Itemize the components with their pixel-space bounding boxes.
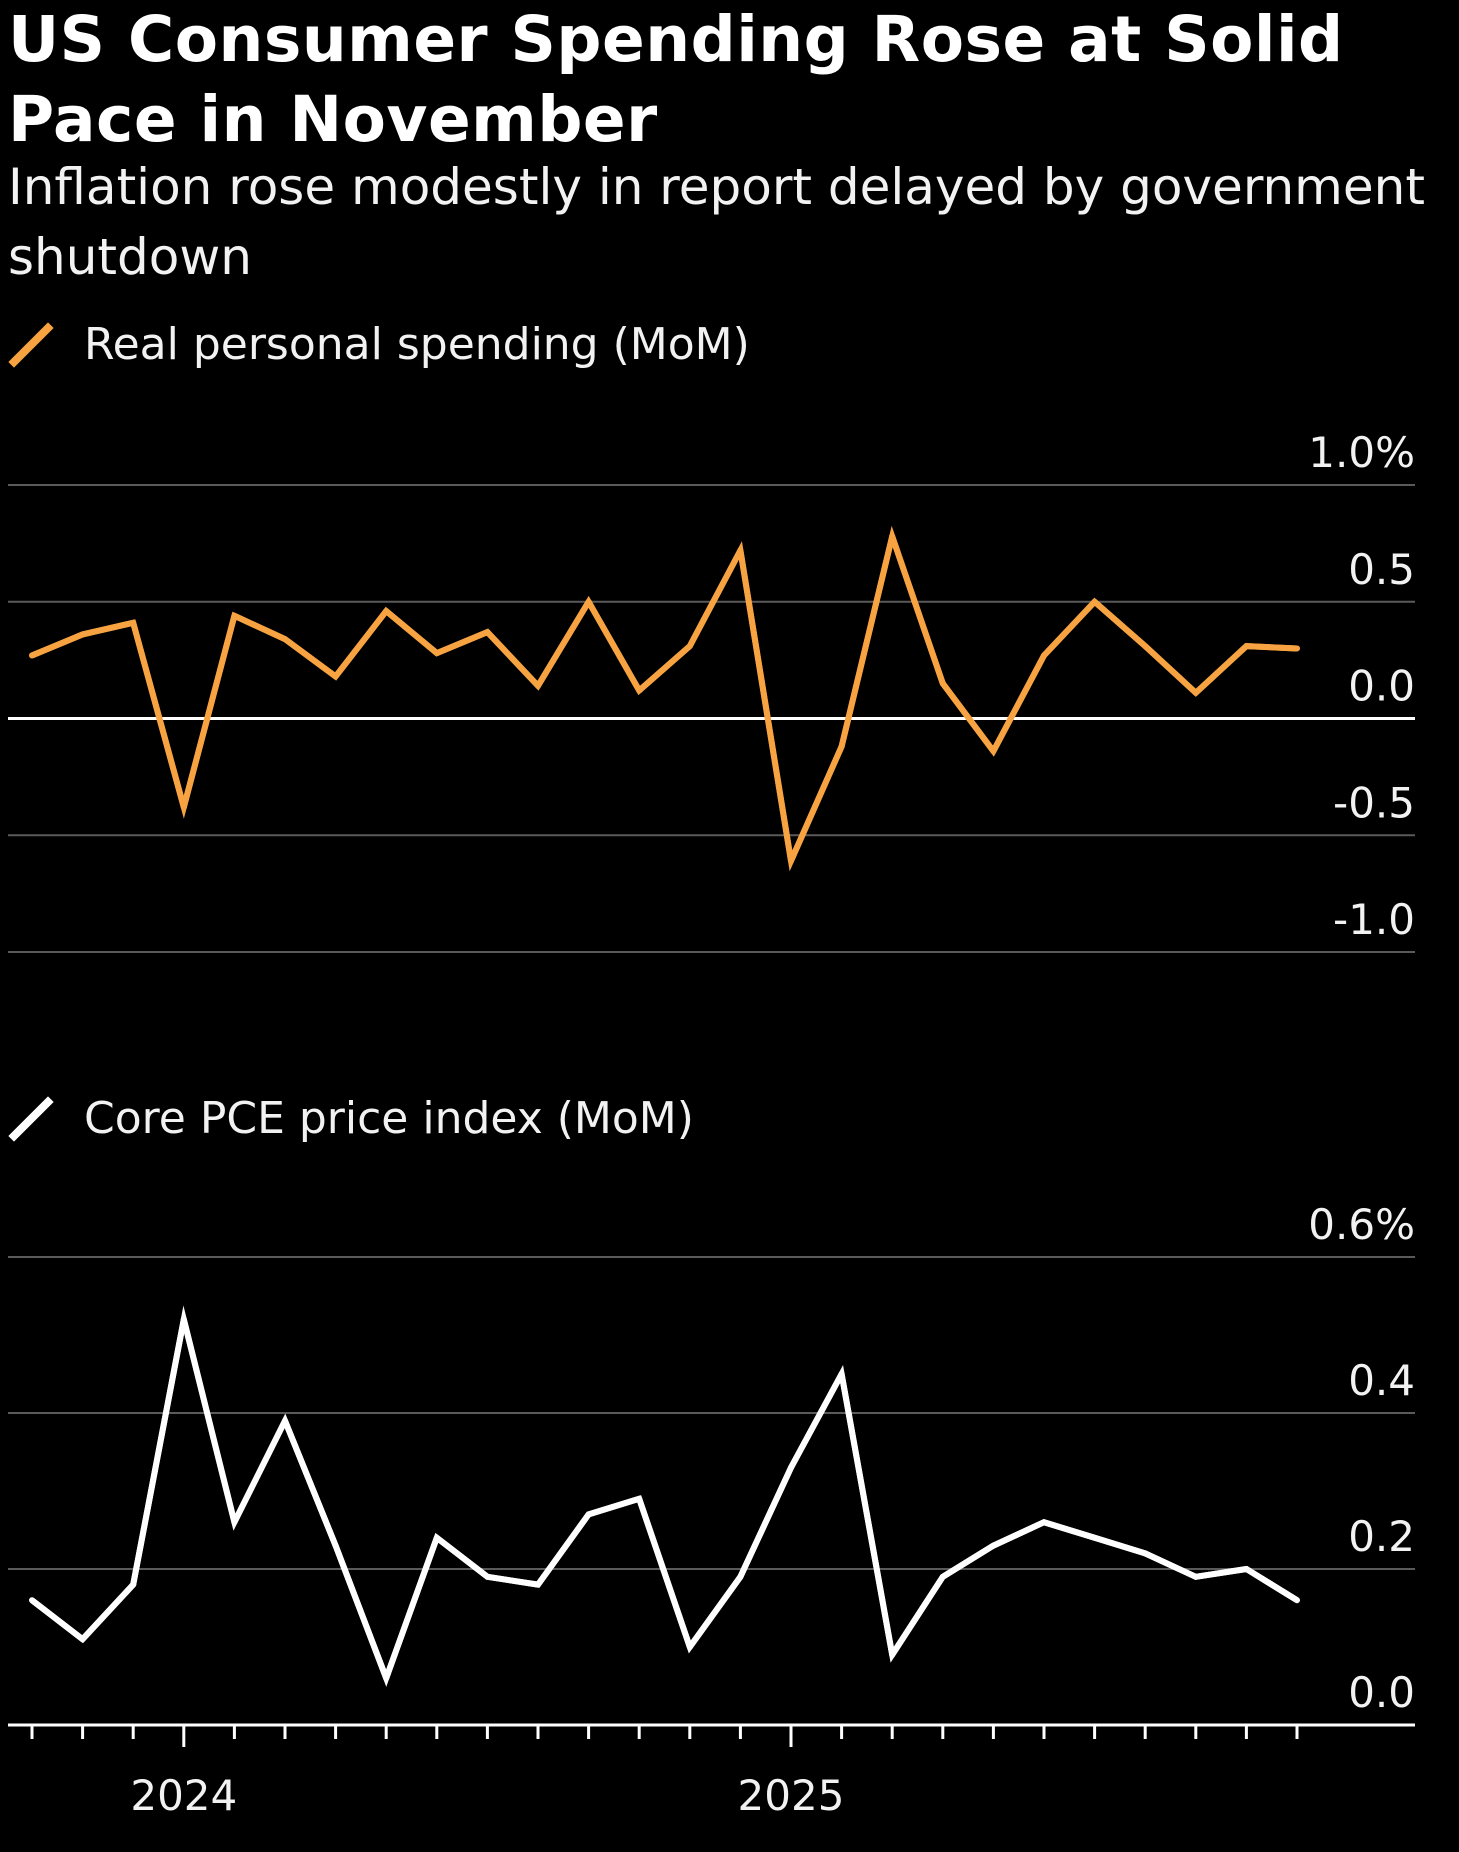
panel-real-spending: 1.0% 0.5 0.0 -0.5 -1.0 <box>8 428 1415 953</box>
legend-top: Real personal spending (MoM) <box>8 319 750 370</box>
chart-subtitle: Inflation rose modestly in report delaye… <box>8 158 1425 286</box>
y-tick-labels-bottom: 0.6% 0.4 0.2 0.0 <box>1308 1200 1415 1717</box>
y-tick-label: 0.2 <box>1348 1512 1415 1561</box>
y-tick-label: 0.6% <box>1308 1200 1415 1249</box>
y-tick-label: -0.5 <box>1333 778 1415 827</box>
panel-core-pce: 0.6% 0.4 0.2 0.0 2024 2025 <box>8 1200 1415 1820</box>
series-line <box>30 1305 1299 1687</box>
x-tick-label: 2025 <box>738 1771 845 1820</box>
legend-label-pce: Core PCE price index (MoM) <box>84 1093 694 1144</box>
y-tick-labels-top: 1.0% 0.5 0.0 -0.5 -1.0 <box>1308 428 1415 944</box>
x-axis: 2024 2025 <box>8 1723 1415 1820</box>
series-real-spending <box>29 525 1300 872</box>
y-tick-label: -1.0 <box>1333 895 1415 944</box>
gridlines-top <box>8 484 1415 953</box>
y-tick-label: 0.4 <box>1348 1356 1415 1405</box>
y-tick-label: 0.5 <box>1348 545 1415 594</box>
legend-swatch-pce <box>8 1096 54 1142</box>
x-tick-label: 2024 <box>130 1771 237 1820</box>
legend-label-spending: Real personal spending (MoM) <box>84 319 750 370</box>
gridlines-bottom <box>8 1256 1415 1726</box>
y-tick-label: 0.0 <box>1348 662 1415 711</box>
legend-bottom: Core PCE price index (MoM) <box>8 1093 694 1144</box>
y-tick-label: 1.0% <box>1308 428 1415 477</box>
legend-swatch-spending <box>8 322 54 368</box>
y-tick-label: 0.0 <box>1348 1668 1415 1717</box>
chart-title: US Consumer Spending Rose at Solid Pace … <box>8 3 1344 156</box>
series-line <box>30 525 1298 872</box>
series-core-pce <box>29 1305 1300 1687</box>
